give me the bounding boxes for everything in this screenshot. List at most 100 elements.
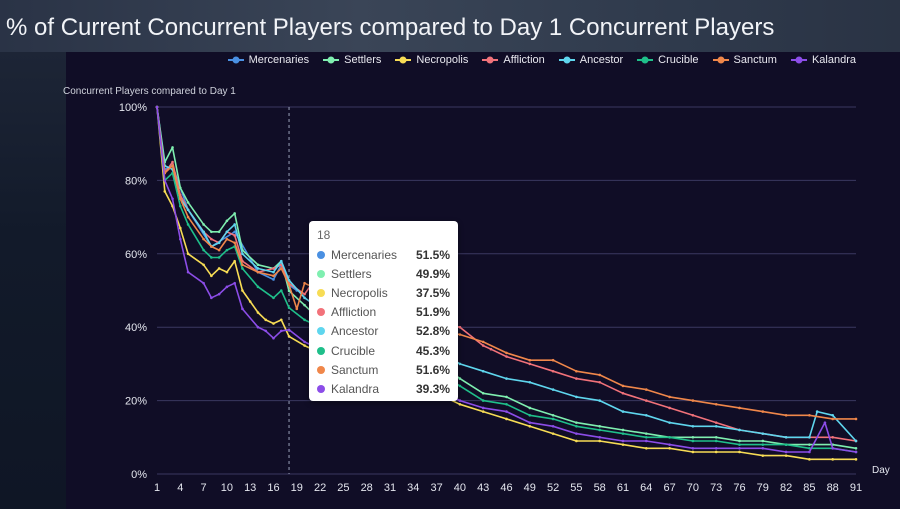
data-point-necropolis [761, 454, 765, 457]
data-point-sanctum [233, 241, 236, 245]
data-point-kalandra [621, 439, 625, 443]
data-point-ancestor [714, 424, 718, 428]
data-point-ancestor [691, 424, 695, 428]
data-point-necropolis [256, 311, 260, 314]
data-point-crucible [481, 399, 485, 402]
data-point-affliction [505, 355, 508, 358]
legend-item-affliction[interactable]: Affliction [482, 54, 545, 66]
data-point-necropolis [714, 450, 718, 454]
legend-label: Settlers [344, 54, 382, 66]
data-point-sanctum [714, 402, 718, 406]
x-axis-label: Day [872, 465, 890, 476]
data-point-kalandra [714, 447, 718, 450]
x-tick-label: 1 [154, 482, 160, 494]
data-point-affliction [303, 292, 306, 296]
data-point-ancestor [505, 377, 508, 380]
data-point-crucible [217, 256, 221, 259]
tooltip-series-value: 51.5% [415, 247, 450, 262]
data-point-necropolis [575, 439, 578, 443]
data-point-sanctum [528, 358, 532, 362]
series-line-necropolis [156, 106, 856, 461]
data-point-kalandra [831, 447, 834, 450]
data-point-ancestor [575, 395, 578, 399]
legend-item-necropolis[interactable]: Necropolis [395, 54, 468, 66]
data-point-necropolis [186, 252, 190, 256]
data-point-kalandra [645, 439, 648, 443]
data-point-ancestor [668, 421, 671, 424]
data-point-sanctum [287, 283, 291, 286]
legend-item-kalandra[interactable]: Kalandra [790, 54, 856, 66]
data-point-sanctum [210, 245, 213, 248]
data-point-ancestor [458, 362, 462, 366]
data-point-kalandra [303, 340, 306, 344]
data-point-necropolis [691, 450, 695, 454]
data-point-kalandra [458, 399, 462, 402]
legend-line-icon [558, 56, 575, 64]
tooltip-series-value: 51.9% [415, 305, 450, 320]
data-point-sanctum [691, 399, 695, 402]
data-point-necropolis [784, 454, 788, 457]
y-axis-label: Concurrent Players compared to Day 1 [63, 86, 236, 97]
data-point-sanctum [621, 384, 625, 388]
data-point-settlers [714, 436, 718, 439]
x-tick-label: 31 [384, 482, 396, 494]
data-point-ancestor [528, 380, 532, 384]
data-point-necropolis [210, 274, 213, 278]
x-tick-label: 64 [640, 482, 652, 494]
y-tick-label: 80% [125, 175, 147, 187]
data-point-ancestor [481, 369, 485, 373]
data-point-necropolis [458, 402, 462, 406]
data-point-sanctum [808, 413, 811, 417]
x-tick-label: 49 [524, 482, 536, 494]
x-tick-label: 37 [430, 482, 442, 494]
x-tick-label: 58 [594, 482, 606, 494]
data-point-crucible [279, 289, 283, 292]
data-point-kalandra [575, 432, 578, 435]
data-point-kalandra [738, 447, 741, 450]
data-point-kalandra [225, 285, 229, 289]
data-point-affliction [272, 267, 275, 270]
legend-item-sanctum[interactable]: Sanctum [712, 54, 777, 66]
legend-line-icon [395, 56, 412, 64]
legend-item-ancestor[interactable]: Ancestor [558, 54, 623, 66]
data-point-affliction [171, 160, 174, 164]
data-point-crucible [668, 436, 671, 439]
data-point-ancestor [202, 230, 205, 234]
tooltip-row: Affliction 51.9% [317, 303, 450, 322]
data-point-ancestor [241, 252, 244, 256]
data-point-necropolis [287, 335, 291, 338]
x-tick-label: 79 [757, 482, 769, 494]
data-point-sanctum [272, 274, 275, 278]
data-point-sanctum [303, 281, 306, 285]
data-point-settlers [202, 223, 205, 226]
legend: Mercenaries Settlers Necropolis Affliction A… [227, 54, 856, 66]
data-point-kalandra [279, 329, 283, 333]
data-point-settlers [761, 439, 765, 443]
legend-item-settlers[interactable]: Settlers [323, 54, 381, 66]
data-point-kalandra [854, 450, 858, 454]
data-point-kalandra [256, 325, 260, 329]
data-point-settlers [854, 447, 858, 450]
data-point-crucible [738, 443, 741, 446]
legend-item-mercenaries[interactable]: Mercenaries [227, 54, 309, 66]
legend-line-icon [637, 56, 654, 64]
data-point-crucible [551, 417, 555, 421]
data-point-crucible [202, 248, 205, 252]
data-point-sanctum [256, 270, 260, 274]
tooltip-row: Settlers 49.9% [317, 264, 450, 283]
data-point-necropolis [808, 458, 811, 461]
data-point-crucible [761, 443, 765, 446]
legend-line-icon [227, 56, 244, 64]
x-tick-label: 91 [850, 482, 862, 494]
data-point-sanctum [295, 307, 299, 311]
data-point-mercenaries [233, 230, 236, 234]
data-point-affliction [645, 399, 648, 402]
data-point-affliction [668, 406, 671, 410]
data-point-sanctum [854, 417, 858, 421]
data-point-sanctum [202, 237, 205, 241]
tooltip-series-name: Sanctum [331, 362, 379, 377]
series-dot-icon [317, 250, 325, 259]
data-point-crucible [714, 439, 718, 443]
series-dot-icon [317, 365, 325, 374]
legend-item-crucible[interactable]: Crucible [637, 54, 699, 66]
